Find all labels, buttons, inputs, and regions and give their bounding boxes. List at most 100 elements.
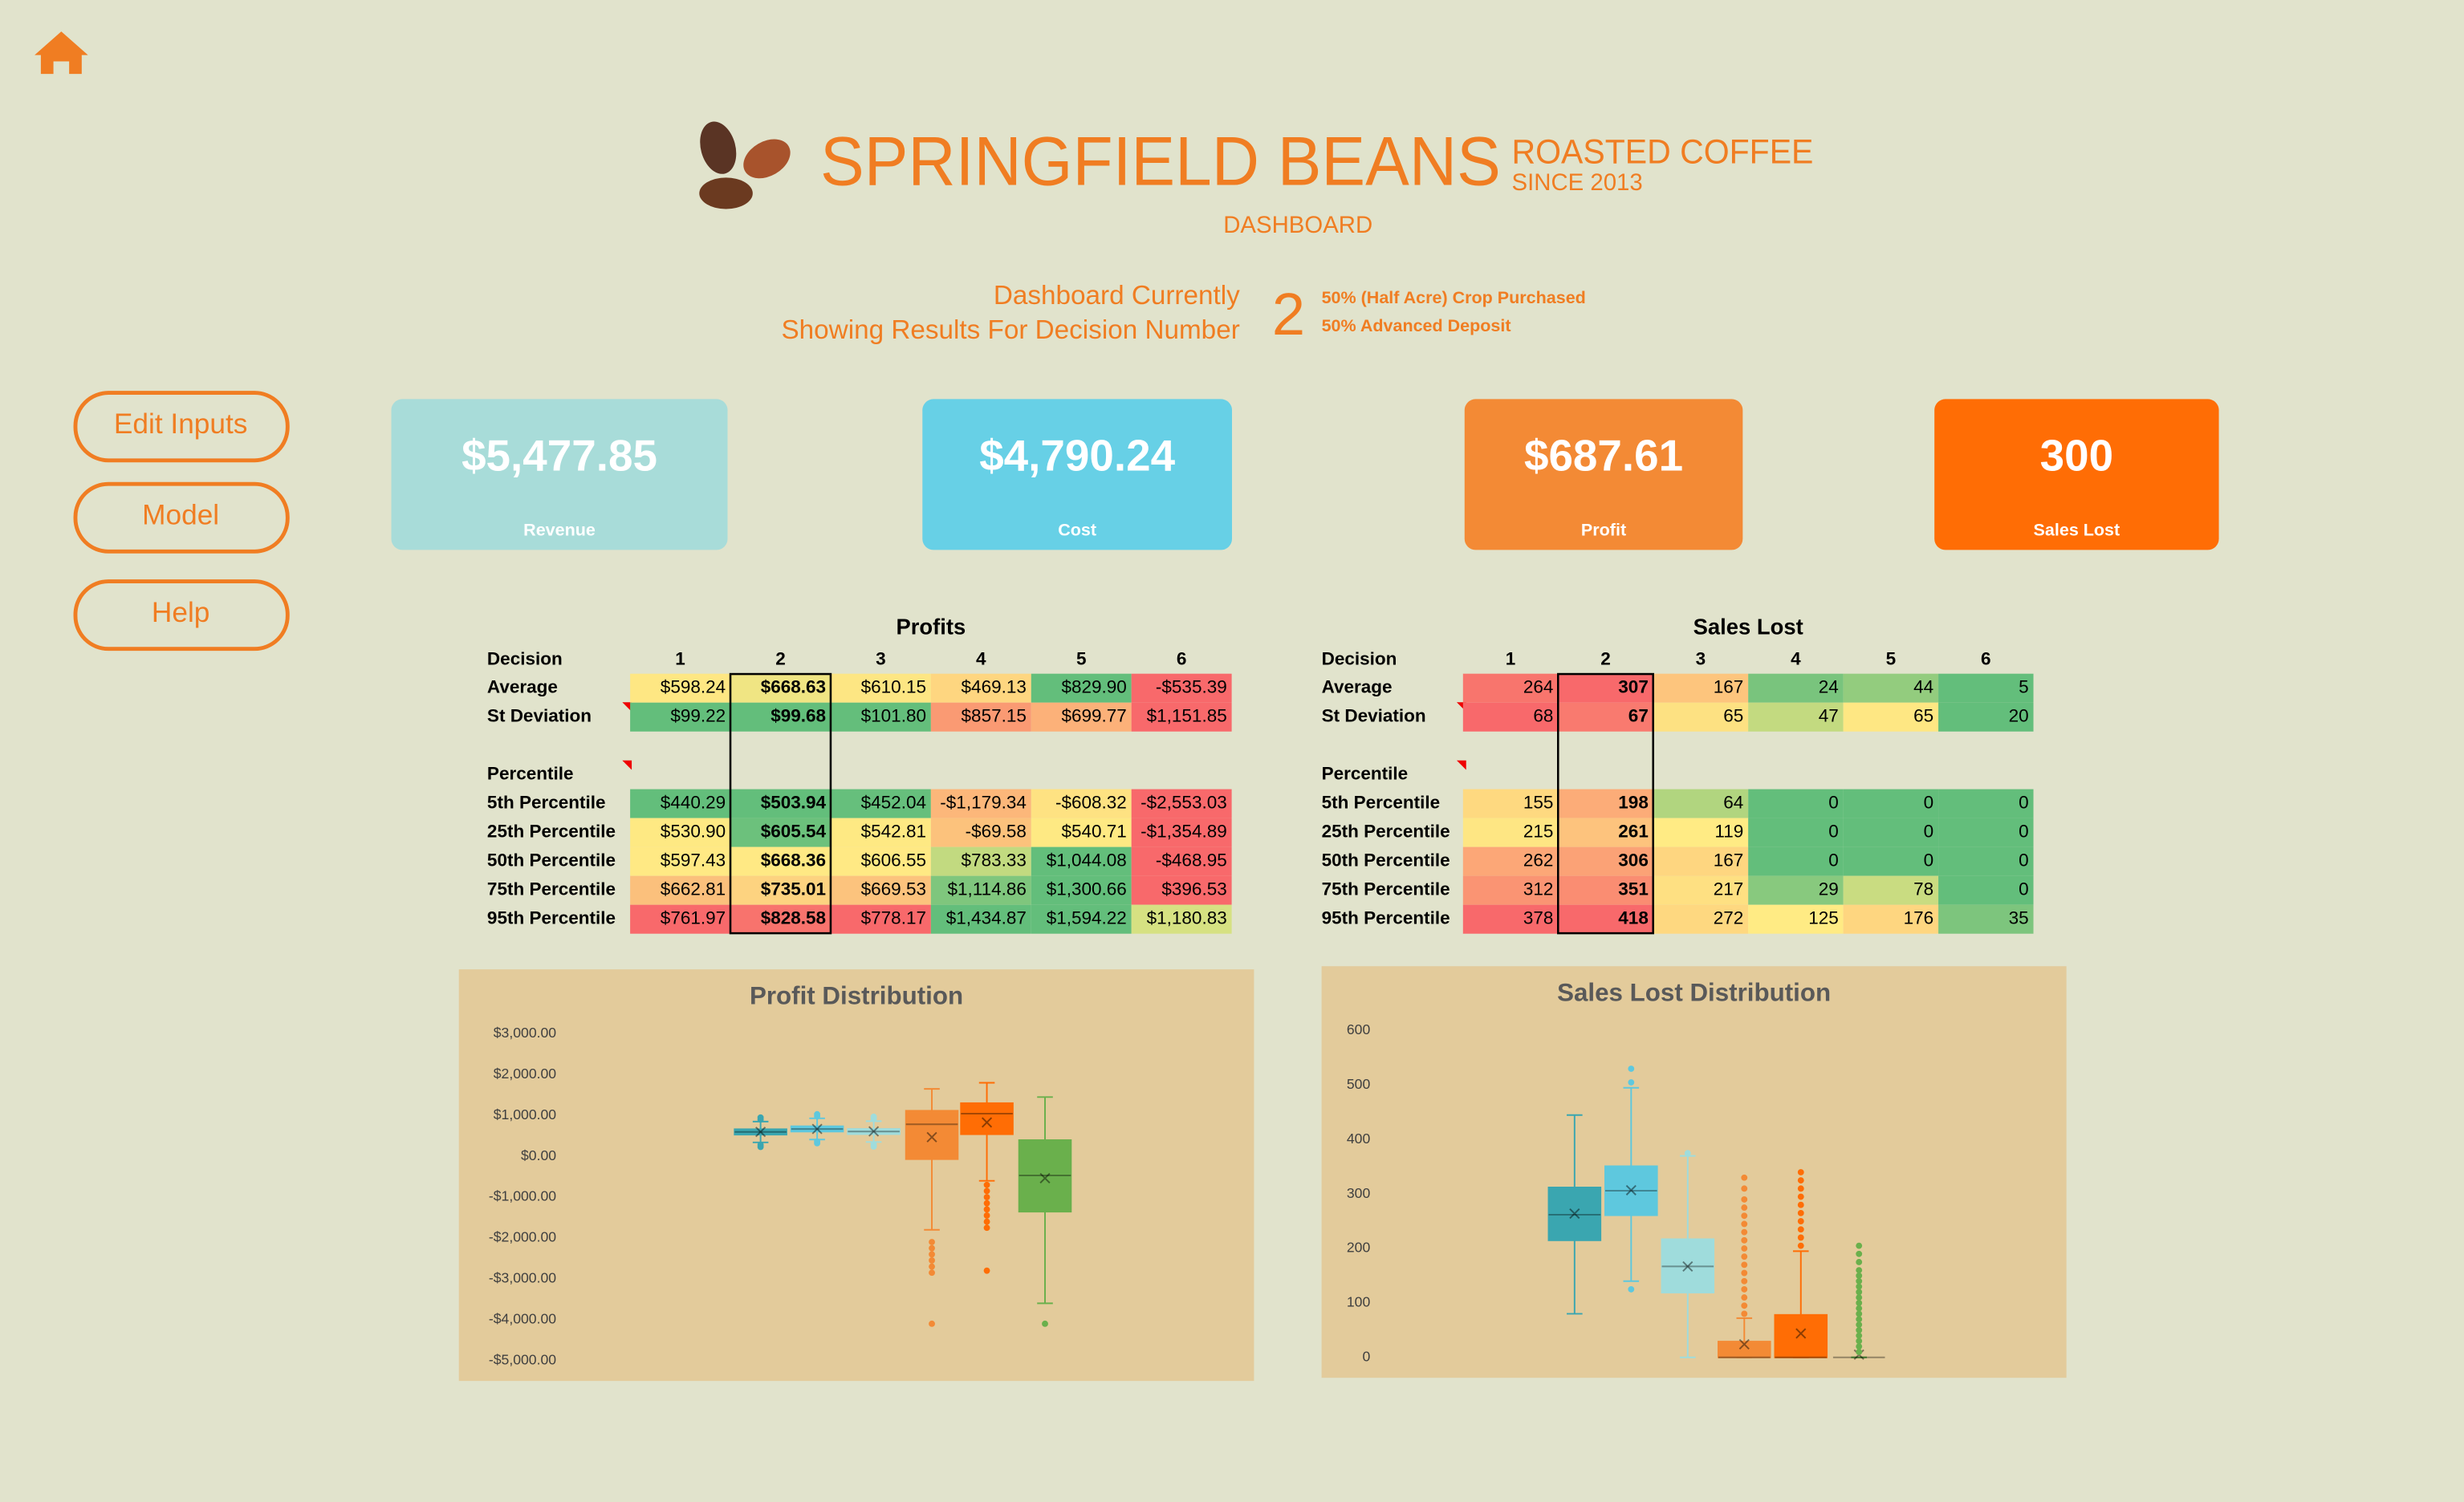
cell-value: $829.90 [1061, 677, 1126, 697]
cell-bg [630, 702, 731, 732]
nav-button-label[interactable]: Edit Inputs [114, 408, 247, 440]
cell-value: $1,180.83 [1147, 908, 1227, 928]
cell-value: 0 [2019, 793, 2029, 813]
cell-value: 306 [1618, 850, 1649, 871]
cell-bg [1131, 846, 1232, 876]
outlier [929, 1239, 935, 1245]
outlier [1856, 1250, 1863, 1257]
outlier [1856, 1343, 1863, 1350]
outlier [1797, 1226, 1804, 1233]
kpi-value: 300 [2040, 430, 2113, 480]
column-header: 6 [1981, 648, 1991, 668]
mean-marker [755, 1126, 766, 1138]
cell-value: -$468.95 [1156, 850, 1227, 871]
outlier [1797, 1201, 1804, 1208]
outlier [1741, 1174, 1748, 1181]
cell-bg [830, 789, 931, 818]
kpi-label: Cost [1058, 521, 1096, 540]
cell-value: $610.15 [861, 677, 926, 697]
nav-button[interactable] [73, 481, 290, 554]
outlier [1856, 1294, 1863, 1301]
outlier [1741, 1285, 1748, 1293]
mean-marker [982, 1117, 993, 1128]
cell-bg [1653, 673, 1749, 703]
cell-bg [1031, 846, 1132, 876]
cell-bg [1748, 789, 1844, 818]
home-icon[interactable] [35, 31, 88, 75]
cell-value: $828.58 [761, 908, 826, 928]
kpi-label: Revenue [523, 521, 596, 540]
cell-value: 264 [1523, 677, 1554, 697]
home-shape[interactable] [35, 31, 88, 75]
nav-button-label[interactable]: Help [152, 597, 209, 628]
outlier [1741, 1196, 1748, 1203]
row-label: Average [487, 677, 558, 697]
cell-value: $503.94 [761, 793, 827, 813]
cell-bg [830, 702, 931, 732]
cell-bg [1748, 818, 1844, 847]
outlier [1741, 1294, 1748, 1301]
row-label: 25th Percentile [487, 822, 616, 842]
nav-button[interactable] [73, 391, 290, 463]
row-label: 50th Percentile [1322, 850, 1450, 871]
cell-bg [730, 702, 831, 732]
cell-bg [1748, 673, 1844, 703]
nav-button[interactable] [73, 579, 290, 652]
cell-value: 176 [1904, 908, 1934, 928]
cell-bg [1462, 875, 1559, 905]
cell-value: 0 [1828, 793, 1839, 813]
row-label: 75th Percentile [487, 879, 616, 899]
outlier [1741, 1220, 1748, 1228]
cell-bg [830, 673, 931, 703]
outlier [983, 1206, 990, 1213]
box [1547, 1187, 1602, 1241]
mean-marker [1795, 1328, 1807, 1339]
cell-value: 35 [2009, 908, 2029, 928]
cell-value: $1,151.85 [1147, 706, 1227, 726]
outlier [1856, 1289, 1863, 1296]
outlier [814, 1139, 821, 1147]
cell-value: 378 [1523, 908, 1554, 928]
cell-bg [930, 702, 1031, 732]
box [1661, 1238, 1715, 1293]
chart-title: Profit Distribution [750, 982, 963, 1010]
y-tick-label: 100 [1347, 1294, 1371, 1310]
cell-value: $668.36 [761, 850, 826, 871]
nav-button-label[interactable]: Model [142, 500, 219, 531]
cell-value: $396.53 [1161, 879, 1226, 899]
cell-bg [1843, 702, 1939, 732]
cell-value: $1,434.87 [946, 908, 1027, 928]
outlier [1856, 1273, 1863, 1279]
outlier [870, 1143, 877, 1150]
cell-bg [930, 875, 1031, 905]
cell-bg [1748, 702, 1844, 732]
outlier [1856, 1242, 1863, 1249]
cell-value: -$1,354.89 [1141, 822, 1227, 842]
cell-bg [730, 846, 831, 876]
cell-value: $778.17 [861, 908, 926, 928]
cell-bg [630, 789, 731, 818]
cell-value: 217 [1714, 879, 1744, 899]
column-header: 1 [1506, 648, 1516, 668]
cell-value: $1,594.22 [1047, 908, 1127, 928]
cell-bg [1748, 846, 1844, 876]
chart-panel [458, 969, 1254, 1382]
mean-marker [926, 1131, 937, 1143]
cell-value: 0 [1828, 850, 1839, 871]
box [1604, 1165, 1658, 1216]
cell-bg [1938, 789, 2034, 818]
cell-bg [1462, 818, 1559, 847]
cell-bg [1938, 904, 2034, 934]
cell-bg [1653, 846, 1749, 876]
cell-bg [1462, 904, 1559, 934]
cell-bg [930, 789, 1031, 818]
tagline: SINCE 2013 [1512, 169, 1643, 196]
cell-bg [1748, 875, 1844, 905]
row-label: 75th Percentile [1322, 879, 1450, 899]
cell-bg [1031, 875, 1132, 905]
cell-value: 215 [1523, 822, 1554, 842]
cell-value: $606.55 [861, 850, 926, 871]
chart-title: Sales Lost Distribution [1557, 979, 1831, 1007]
cell-value: $669.53 [861, 879, 926, 899]
y-tick-label: 600 [1347, 1021, 1371, 1037]
